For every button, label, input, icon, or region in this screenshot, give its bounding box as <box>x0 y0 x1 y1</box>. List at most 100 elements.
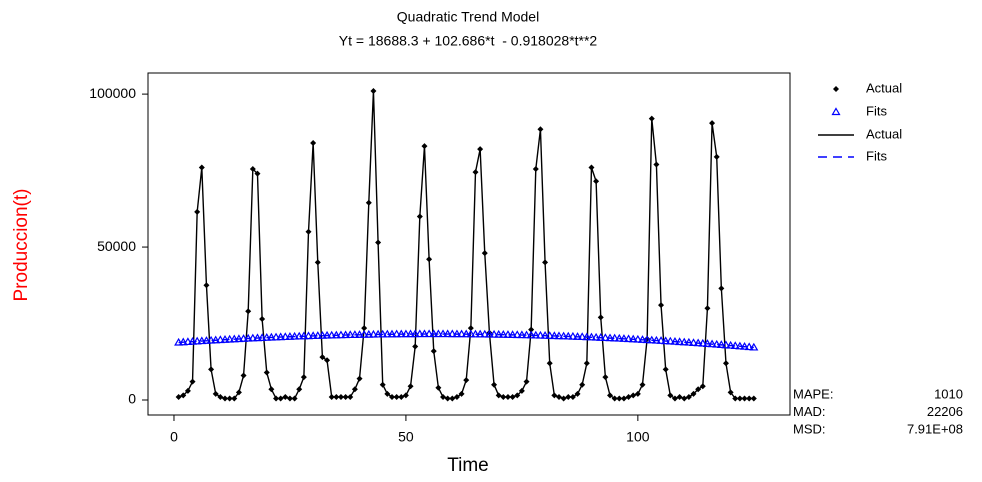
y-tick-label: 0 <box>128 391 136 407</box>
data-point <box>308 331 318 340</box>
data-point <box>480 329 490 338</box>
data-point <box>498 330 508 338</box>
data-point <box>194 208 201 215</box>
data-point <box>549 331 559 340</box>
data-point <box>546 360 553 367</box>
data-point <box>509 393 516 400</box>
data-point <box>607 392 614 399</box>
data-point <box>470 329 481 338</box>
data-point <box>243 333 253 342</box>
data-point <box>361 325 368 332</box>
data-point <box>291 395 298 402</box>
data-point <box>721 340 731 349</box>
data-point <box>444 395 451 402</box>
data-point <box>620 395 627 402</box>
data-point <box>180 392 187 399</box>
data-point <box>387 329 397 338</box>
data-point <box>452 329 462 338</box>
data-point <box>262 332 272 341</box>
data-point <box>750 395 757 402</box>
data-point <box>633 334 643 343</box>
data-point <box>573 332 583 340</box>
data-point <box>722 360 729 367</box>
data-point <box>429 329 439 338</box>
data-point <box>412 343 419 350</box>
data-point <box>619 334 629 342</box>
data-point <box>225 334 235 343</box>
data-point <box>500 393 507 400</box>
data-point <box>187 336 198 345</box>
data-point <box>351 386 358 393</box>
data-point <box>545 331 555 339</box>
data-point <box>735 341 745 350</box>
data-point <box>249 166 256 173</box>
data-point <box>523 378 530 385</box>
data-point <box>222 395 229 402</box>
data-point <box>702 339 712 347</box>
data-point <box>481 250 488 257</box>
data-point <box>331 330 341 339</box>
accuracy-value: 22206 <box>927 404 963 419</box>
data-point <box>744 342 754 351</box>
data-point <box>435 384 442 391</box>
data-point <box>286 395 293 402</box>
data-point <box>259 315 266 322</box>
data-point <box>313 331 323 339</box>
data-point <box>605 333 615 342</box>
data-point <box>370 88 377 95</box>
data-point <box>586 332 597 341</box>
data-point <box>726 340 736 349</box>
accuracy-label: MSD: <box>793 421 826 436</box>
data-point <box>583 360 590 367</box>
data-point <box>215 335 225 344</box>
data-point <box>685 393 692 400</box>
data-point <box>273 395 280 402</box>
data-point <box>447 329 457 338</box>
data-point <box>679 337 689 346</box>
plot-frame <box>147 72 791 416</box>
data-point <box>303 331 314 340</box>
data-point <box>449 395 456 402</box>
data-point <box>559 331 569 340</box>
data-point <box>642 335 652 344</box>
data-point <box>252 333 263 342</box>
accuracy-label: MAD: <box>793 404 826 419</box>
data-point <box>574 390 581 397</box>
data-point <box>322 330 332 339</box>
data-point <box>266 332 276 341</box>
data-point <box>688 338 699 346</box>
data-point <box>373 329 383 338</box>
data-point <box>384 390 391 397</box>
legend-label: Fits <box>866 148 887 163</box>
data-point <box>178 337 188 346</box>
data-point <box>354 330 365 338</box>
data-point <box>239 334 249 342</box>
data-point <box>245 308 252 315</box>
data-point <box>382 329 392 338</box>
chart-subtitle: Yt = 18688.3 + 102.686*t - 0.918028*t**2 <box>339 33 598 49</box>
data-point <box>484 329 494 338</box>
data-point <box>443 329 453 338</box>
data-point <box>656 336 666 344</box>
data-point <box>466 329 476 338</box>
data-point <box>690 390 697 397</box>
data-point <box>675 337 685 346</box>
data-point <box>268 386 275 393</box>
data-point <box>665 336 675 345</box>
data-point <box>229 334 239 343</box>
data-point <box>433 329 443 338</box>
data-point <box>528 326 535 333</box>
y-tick-label: 50000 <box>97 238 136 254</box>
data-point <box>637 335 648 343</box>
data-point <box>276 332 286 341</box>
data-point <box>494 329 504 338</box>
data-point <box>596 333 606 341</box>
data-point <box>333 393 340 400</box>
data-point <box>647 335 657 344</box>
data-point <box>359 329 369 338</box>
data-point <box>602 374 609 381</box>
data-point <box>396 329 406 338</box>
data-point <box>658 302 665 309</box>
data-point <box>350 330 360 338</box>
data-point <box>514 392 521 399</box>
